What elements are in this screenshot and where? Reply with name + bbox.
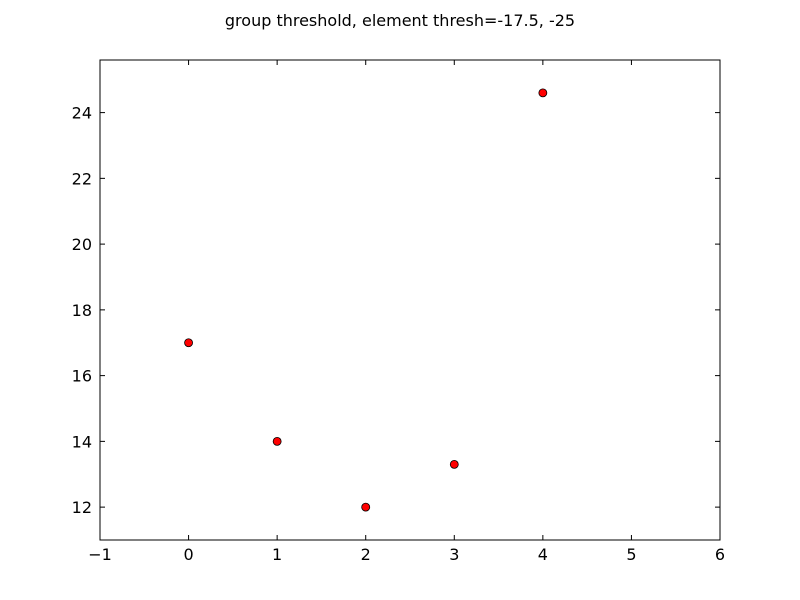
x-tick-label: 2	[361, 545, 371, 564]
x-tick-label: −1	[88, 545, 112, 564]
chart-title: group threshold, element thresh=-17.5, -…	[225, 11, 575, 30]
y-tick-label: 14	[72, 432, 92, 451]
x-tick-label: 3	[449, 545, 459, 564]
data-point	[538, 88, 548, 98]
x-tick-label: 1	[272, 545, 282, 564]
y-tick-label: 20	[72, 235, 92, 254]
y-tick-label: 16	[72, 367, 92, 386]
x-tick-label: 4	[538, 545, 548, 564]
y-tick-label: 24	[72, 104, 92, 123]
plot-frame	[99, 59, 721, 541]
data-points	[184, 88, 548, 512]
x-tick-label: 5	[626, 545, 636, 564]
y-tick-label: 12	[72, 498, 92, 517]
y-tick-label: 22	[72, 169, 92, 188]
x-tick-label: 6	[715, 545, 725, 564]
x-tick-label: 0	[183, 545, 193, 564]
data-point	[184, 338, 193, 348]
data-point	[272, 436, 282, 446]
y-tick-label: 18	[72, 301, 92, 320]
data-point	[449, 459, 459, 469]
data-point	[361, 502, 371, 512]
